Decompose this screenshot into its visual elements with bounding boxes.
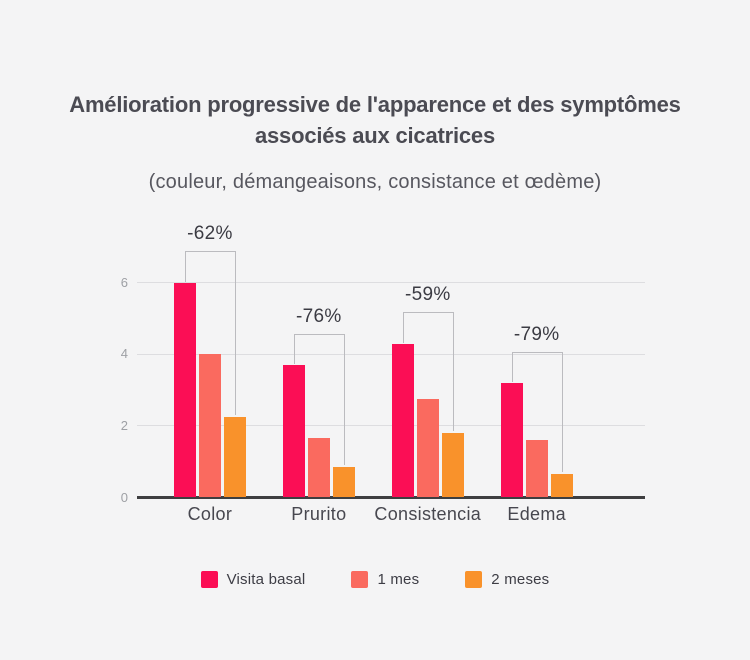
chart-title: Amélioration progressive de l'apparence … xyxy=(0,89,750,151)
annotation-bracket-top xyxy=(511,351,562,353)
chart-legend: Visita basal 1 mes 2 meses xyxy=(0,571,750,588)
legend-swatch-visita-basal xyxy=(200,571,218,588)
bar-2-meses-consistencia xyxy=(441,433,464,498)
legend-item-1-mes: 1 mes xyxy=(351,571,419,588)
annotation-bracket-top xyxy=(184,251,235,253)
y-axis-tick-label: 0 xyxy=(120,489,128,505)
annotation-bracket-left xyxy=(402,312,404,343)
gridline-y6 xyxy=(137,282,645,284)
annotation-bracket-right xyxy=(234,251,236,415)
legend-item-2-meses: 2 meses xyxy=(465,571,549,588)
annotation-bracket-left xyxy=(511,351,513,382)
gridline-y4 xyxy=(137,353,645,355)
x-axis-category-label: Color xyxy=(187,504,233,524)
x-axis-line xyxy=(137,496,645,499)
y-axis-tick-label: 4 xyxy=(120,346,128,362)
bar-1-mes-consistencia xyxy=(416,399,439,498)
annotation-bracket-right xyxy=(452,312,454,432)
annotation-bracket-right xyxy=(343,333,345,466)
chart-title-line1: Amélioration progressive de l'apparence … xyxy=(69,92,681,117)
legend-item-visita-basal: Visita basal xyxy=(200,571,306,588)
annotation-bracket-left xyxy=(293,333,295,365)
legend-label: 1 mes xyxy=(377,571,420,588)
legend-label: Visita basal xyxy=(226,571,306,588)
annotation-bracket-top xyxy=(293,333,344,335)
bar-2-meses-edema xyxy=(550,474,573,498)
bar-1-mes-edema xyxy=(525,440,548,498)
annotation-bracket-top xyxy=(402,312,453,314)
chart-subtitle: (couleur, démangeaisons, consistance et … xyxy=(148,171,602,193)
gridline-y2 xyxy=(137,425,645,427)
annotation-bracket-left xyxy=(184,251,186,282)
x-axis-category-label: Consistencia xyxy=(374,504,482,524)
reduction-percentage-label: -59% xyxy=(404,284,451,306)
bar-visita-basal-prurito xyxy=(282,365,305,498)
legend-swatch-2-meses xyxy=(465,571,483,588)
legend-swatch-1-mes xyxy=(351,571,369,588)
bar-1-mes-prurito xyxy=(307,438,330,498)
reduction-percentage-label: -79% xyxy=(513,323,560,345)
x-axis-category-label: Edema xyxy=(507,504,566,524)
bar-1-mes-color xyxy=(198,354,221,498)
annotation-bracket-right xyxy=(561,351,563,473)
reduction-percentage-label: -62% xyxy=(187,223,233,245)
legend-label: 2 meses xyxy=(491,571,550,588)
y-axis-tick-label: 2 xyxy=(120,417,128,433)
reduction-percentage-label: -76% xyxy=(296,305,342,327)
bar-visita-basal-color xyxy=(173,282,196,498)
bar-visita-basal-edema xyxy=(500,383,523,498)
chart-title-line2: associés aux cicatrices xyxy=(254,123,496,148)
bar-2-meses-prurito xyxy=(332,467,355,498)
y-axis-tick-label: 6 xyxy=(120,274,128,290)
x-axis-category-label: Prurito xyxy=(291,504,347,524)
bar-visita-basal-consistencia xyxy=(391,343,414,498)
bar-2-meses-color xyxy=(223,416,246,498)
